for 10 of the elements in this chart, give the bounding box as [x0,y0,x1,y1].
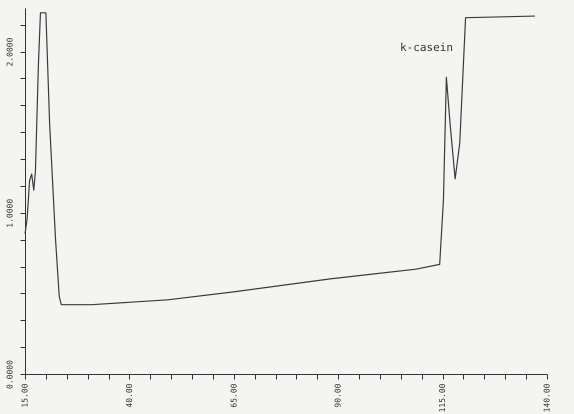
x-tick-label: 90.00 [334,383,343,408]
x-tick-label: 40.00 [124,383,134,408]
x-tick-label: 115.00 [438,383,448,412]
x-tick-label: 65.00 [229,383,238,408]
y-tick-label: 2.0000 [6,37,14,66]
x-tick-label: 15.00 [20,383,30,408]
y-tick-label: 1.0000 [6,198,14,228]
y-tick-label: 0.0000 [6,360,14,389]
x-tick-label: 140.00 [542,383,552,412]
annotation: k-casein [400,41,453,54]
